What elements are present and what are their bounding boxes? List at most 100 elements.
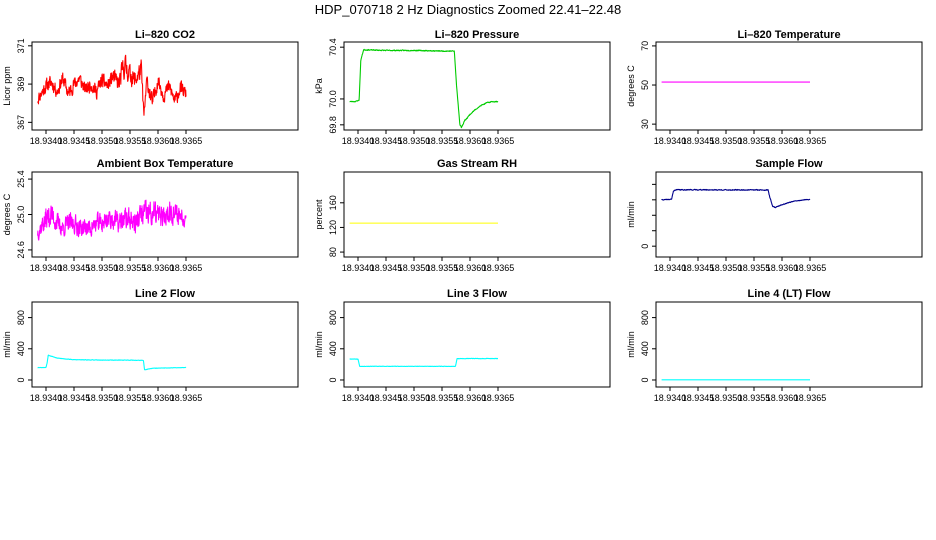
y-axis-label: ml/min [626,331,636,358]
x-tick-label: 18.9345 [370,136,403,146]
y-tick-label: 70.0 [328,90,338,108]
x-tick-label: 18.9360 [142,393,175,403]
x-tick-label: 18.9345 [58,393,91,403]
x-tick-label: 18.9365 [170,136,203,146]
series-line-pressure [349,48,499,129]
panel-ambient-box-temperature: Ambient Box Temperature18.934018.934518.… [2,158,299,273]
y-axis-label: ml/min [314,331,324,358]
x-tick-label: 18.9350 [398,136,431,146]
y-axis-label: percent [314,199,324,230]
x-tick-label: 18.9340 [654,393,687,403]
x-tick-label: 18.9340 [30,263,63,273]
x-tick-label: 18.9355 [426,136,459,146]
series-line-line-2 [37,354,187,371]
y-tick-label: 70.4 [328,38,338,56]
series-line-ambient [37,199,187,241]
y-tick-label: 160 [328,195,338,210]
x-tick-label: 18.9350 [86,263,119,273]
y-tick-label: 400 [640,341,650,356]
x-tick-label: 18.9345 [682,393,715,403]
x-tick-label: 18.9360 [454,263,487,273]
y-axis-label: degrees C [626,65,636,107]
y-tick-label: 0 [640,377,650,382]
plot-frame [343,171,611,258]
series-line-co2 [37,54,187,116]
x-tick-label: 18.9365 [482,393,515,403]
panel-title-line-2-flow: Line 2 Flow [135,288,195,300]
series-line-line-3 [349,357,499,368]
y-tick-label: 25.0 [16,206,26,224]
x-tick-label: 18.9360 [454,393,487,403]
x-tick-label: 18.9355 [738,136,771,146]
x-tick-label: 18.9365 [170,393,203,403]
y-tick-label: 50 [640,80,650,90]
x-tick-label: 18.9355 [738,393,771,403]
panel-title-li-820-temperature: Li–820 Temperature [737,29,840,41]
x-tick-label: 18.9355 [426,263,459,273]
x-tick-label: 18.9355 [738,263,771,273]
y-tick-label: 369 [16,77,26,92]
panel-li-820-temperature: Li–820 Temperature18.934018.934518.93501… [626,29,923,146]
panel-line-2-flow: Line 2 Flow18.934018.934518.935018.93551… [2,288,299,403]
panel-title-ambient-box-temperature: Ambient Box Temperature [97,158,234,170]
panel-grid: Li–820 CO218.934018.934518.935018.935518… [2,29,923,403]
x-tick-label: 18.9355 [114,136,147,146]
x-tick-label: 18.9340 [30,393,63,403]
y-tick-label: 80 [328,247,338,257]
x-tick-label: 18.9345 [58,263,91,273]
x-tick-label: 18.9355 [114,393,147,403]
x-tick-label: 18.9360 [766,393,799,403]
y-tick-label: 367 [16,115,26,130]
y-axis-label: kPa [314,78,324,94]
x-tick-label: 18.9360 [454,136,487,146]
x-tick-label: 18.9340 [654,136,687,146]
panel-title-line-4-lt-flow: Line 4 (LT) Flow [748,288,831,300]
plot-frame [31,301,299,388]
x-tick-label: 18.9350 [710,136,743,146]
y-tick-label: 371 [16,38,26,53]
x-tick-label: 18.9360 [142,263,175,273]
y-axis-label: ml/min [2,331,12,358]
x-tick-label: 18.9365 [794,263,827,273]
y-tick-label: 0 [16,377,26,382]
x-tick-label: 18.9345 [370,263,403,273]
x-tick-label: 18.9365 [482,263,515,273]
x-tick-label: 18.9350 [398,263,431,273]
y-tick-label: 400 [16,341,26,356]
x-tick-label: 18.9365 [794,136,827,146]
x-tick-label: 18.9365 [170,263,203,273]
panel-sample-flow: Sample Flow18.934018.934518.935018.93551… [626,158,923,273]
y-tick-label: 70 [640,41,650,51]
panel-gas-stream-rh: Gas Stream RH 18.934018.934518.935018.935… [314,158,611,273]
x-tick-label: 18.9365 [482,136,515,146]
plot-frame [343,41,611,131]
y-axis-label: Licor ppm [2,66,12,106]
x-tick-label: 18.9340 [30,136,63,146]
y-tick-label: 120 [328,220,338,235]
plot-frame [31,41,299,131]
y-tick-label: 0 [640,244,650,249]
x-tick-label: 18.9350 [86,136,119,146]
x-tick-label: 18.9340 [342,263,375,273]
y-tick-label: 0 [328,377,338,382]
y-tick-label: 800 [640,310,650,325]
panel-title-li-820-pressure: Li–820 Pressure [435,29,519,41]
series-line-sample-flow [661,188,811,209]
y-tick-label: 25.4 [16,170,26,188]
x-tick-label: 18.9350 [86,393,119,403]
x-tick-label: 18.9350 [398,393,431,403]
x-tick-label: 18.9350 [710,393,743,403]
panel-li-820-pressure: Li–820 Pressure18.934018.934518.935018.9… [314,29,611,146]
x-tick-label: 18.9345 [682,136,715,146]
panel-title-line-3-flow: Line 3 Flow [447,288,507,300]
figure-title: HDP_070718 2 Hz Diagnostics Zoomed 22.41… [315,2,621,17]
plot-frame [655,301,923,388]
y-axis-label: degrees C [2,193,12,235]
x-tick-label: 18.9340 [342,393,375,403]
plot-frame [655,41,923,131]
x-tick-label: 18.9365 [794,393,827,403]
y-tick-label: 30 [640,119,650,129]
x-tick-label: 18.9355 [426,393,459,403]
x-tick-label: 18.9355 [114,263,147,273]
